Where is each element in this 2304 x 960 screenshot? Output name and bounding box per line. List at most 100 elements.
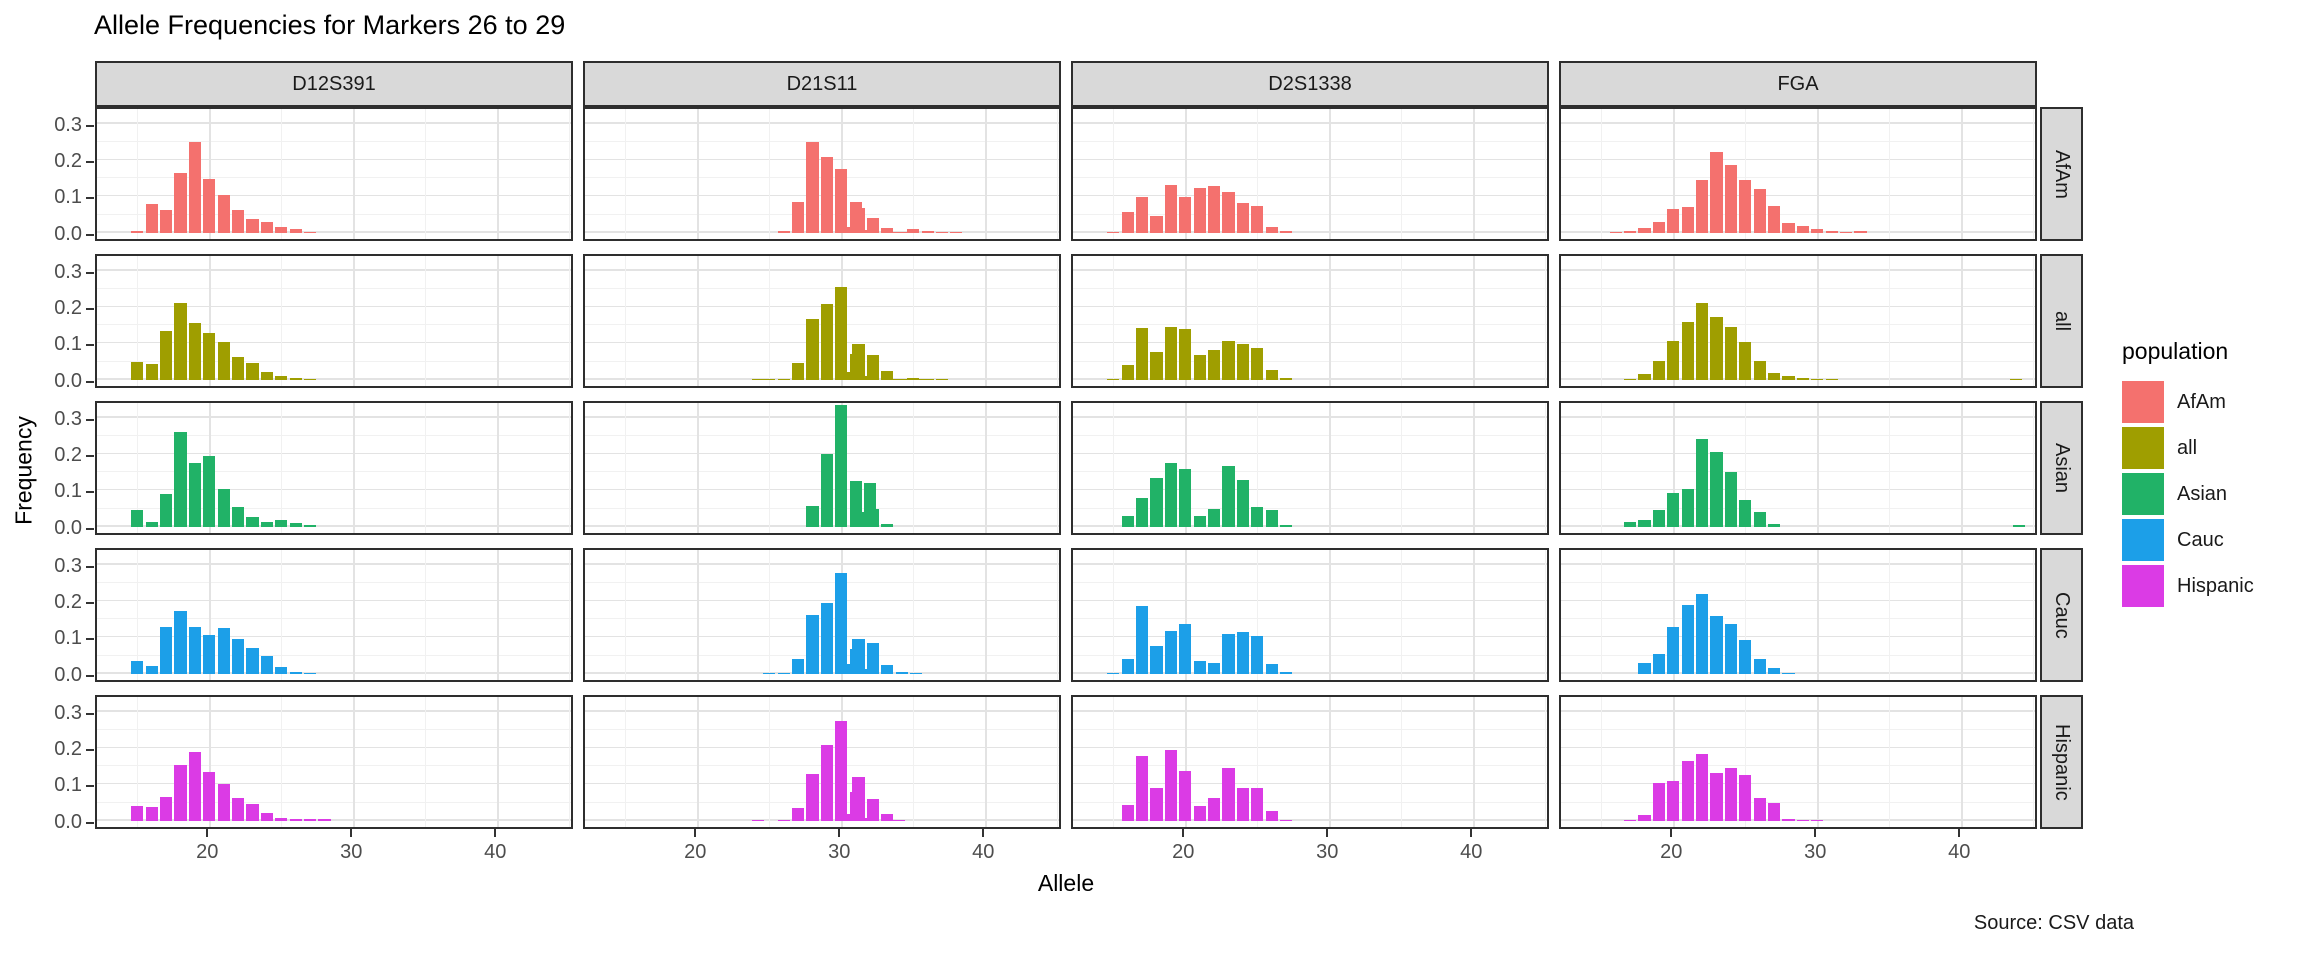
minor-gridline-h xyxy=(585,140,1059,142)
frequency-bar xyxy=(1796,378,1809,380)
major-gridline-v xyxy=(353,550,355,680)
frequency-bar xyxy=(1121,515,1134,527)
frequency-bar xyxy=(232,639,245,674)
legend-label: Asian xyxy=(2177,482,2228,505)
minor-gridline-v xyxy=(425,109,427,239)
frequency-bar xyxy=(895,231,908,233)
frequency-bar xyxy=(852,511,865,527)
major-gridline-v xyxy=(985,550,987,680)
major-gridline-h xyxy=(1561,563,2035,565)
frequency-bar xyxy=(131,361,144,380)
frequency-bar xyxy=(1609,231,1622,233)
frequency-bar xyxy=(835,169,848,233)
frequency-bar xyxy=(260,522,273,527)
frequency-bar xyxy=(1638,228,1651,233)
minor-gridline-v xyxy=(913,256,915,386)
frequency-bar xyxy=(1724,471,1737,527)
major-gridline-h xyxy=(97,269,571,271)
minor-gridline-v xyxy=(1601,697,1603,827)
frequency-bar xyxy=(232,506,245,527)
minor-gridline-v xyxy=(425,403,427,533)
minor-gridline-v xyxy=(1401,109,1403,239)
frequency-bar xyxy=(1667,209,1680,233)
minor-gridline-h xyxy=(1073,507,1547,509)
frequency-bar xyxy=(304,672,317,674)
y-tick-mark xyxy=(86,271,94,274)
major-gridline-v xyxy=(1473,550,1475,680)
minor-gridline-v xyxy=(2033,550,2035,680)
frequency-bar xyxy=(275,817,288,821)
facet-panel xyxy=(95,548,573,682)
minor-gridline-h xyxy=(1073,581,1547,583)
frequency-bar xyxy=(203,332,216,380)
major-gridline-v xyxy=(1329,109,1331,239)
major-gridline-v xyxy=(697,109,699,239)
frequency-bar xyxy=(1652,654,1665,674)
frequency-bar xyxy=(131,661,144,674)
minor-gridline-v xyxy=(913,403,915,533)
frequency-bar xyxy=(792,202,805,233)
x-tick-mark xyxy=(1182,829,1185,837)
frequency-bar xyxy=(852,208,865,233)
frequency-bar xyxy=(1121,212,1134,233)
frequency-bar xyxy=(1164,630,1177,674)
major-gridline-h xyxy=(1073,158,1547,160)
frequency-bar xyxy=(892,819,905,821)
frequency-bar xyxy=(852,638,865,674)
frequency-bar xyxy=(1753,360,1766,380)
major-gridline-v xyxy=(1673,256,1675,386)
x-tick-label: 20 xyxy=(1660,841,1683,863)
major-gridline-h xyxy=(1561,194,2035,197)
minor-gridline-v xyxy=(1113,256,1115,386)
major-gridline-h xyxy=(1561,158,2035,160)
legend-swatch xyxy=(2122,381,2164,423)
frequency-bar xyxy=(820,745,833,821)
y-tick-label: 0.2 xyxy=(54,591,82,613)
facet-panel xyxy=(583,695,1061,829)
frequency-bar xyxy=(1710,773,1723,821)
major-gridline-h xyxy=(585,599,1059,601)
frequency-bar xyxy=(1724,327,1737,380)
minor-gridline-h xyxy=(1073,213,1547,215)
minor-gridline-h xyxy=(97,765,571,767)
frequency-bar xyxy=(1164,463,1177,527)
minor-gridline-v xyxy=(1745,256,1747,386)
major-gridline-v xyxy=(353,256,355,386)
major-gridline-v xyxy=(1329,256,1331,386)
major-gridline-h xyxy=(97,672,571,674)
major-gridline-h xyxy=(1073,269,1547,271)
frequency-bar xyxy=(895,378,908,380)
minor-gridline-h xyxy=(1073,765,1547,767)
frequency-bar xyxy=(1753,797,1766,821)
frequency-bar xyxy=(935,231,949,233)
legend-item: AfAm xyxy=(2122,381,2254,423)
frequency-bar xyxy=(289,523,302,527)
major-gridline-v xyxy=(353,403,355,533)
major-gridline-h xyxy=(1561,452,2035,454)
y-tick-label: 0.2 xyxy=(54,444,82,466)
frequency-bar xyxy=(1667,341,1680,380)
frequency-bar xyxy=(1739,180,1752,233)
major-gridline-h xyxy=(1561,341,2035,344)
frequency-bar xyxy=(188,752,201,821)
frequency-bar xyxy=(910,378,923,380)
frequency-bar xyxy=(1782,818,1795,821)
major-gridline-v xyxy=(353,697,355,827)
frequency-bar xyxy=(1710,615,1723,674)
minor-gridline-v xyxy=(425,697,427,827)
facet-column-strip: D12S391 xyxy=(95,61,573,107)
major-gridline-v xyxy=(697,550,699,680)
major-gridline-h xyxy=(1073,305,1547,307)
frequency-bar xyxy=(160,330,173,380)
minor-gridline-h xyxy=(1073,471,1547,473)
frequency-bar xyxy=(232,209,245,233)
frequency-bar xyxy=(217,784,230,821)
frequency-bar xyxy=(145,204,158,233)
minor-gridline-h xyxy=(1073,801,1547,803)
frequency-bar xyxy=(160,209,173,233)
frequency-bar xyxy=(838,371,851,380)
major-gridline-h xyxy=(1073,563,1547,565)
frequency-bar xyxy=(1825,378,1838,380)
facet-column-strip: D21S11 xyxy=(583,61,1061,107)
major-gridline-v xyxy=(1185,109,1187,239)
